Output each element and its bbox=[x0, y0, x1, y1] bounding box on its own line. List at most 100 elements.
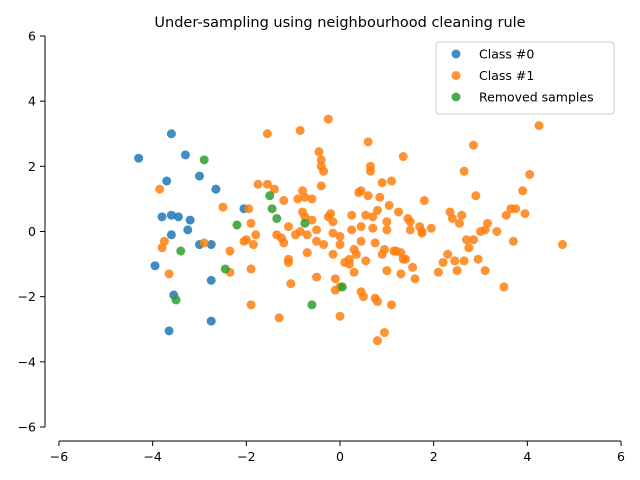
data-point bbox=[518, 186, 528, 196]
data-point bbox=[358, 292, 368, 302]
data-point bbox=[368, 212, 378, 222]
data-point bbox=[375, 192, 385, 202]
data-point bbox=[459, 256, 469, 266]
data-point bbox=[557, 240, 567, 250]
data-point bbox=[520, 209, 530, 219]
data-point bbox=[335, 311, 345, 321]
data-point bbox=[480, 266, 490, 276]
x-tick-label: 0 bbox=[336, 449, 344, 464]
data-point bbox=[246, 300, 256, 310]
data-point bbox=[319, 166, 329, 176]
data-point bbox=[525, 169, 535, 179]
data-point bbox=[356, 186, 366, 196]
data-point bbox=[443, 249, 453, 259]
data-point bbox=[365, 166, 375, 176]
data-point bbox=[468, 140, 478, 150]
data-point bbox=[384, 200, 394, 210]
data-point bbox=[206, 316, 216, 326]
data-point bbox=[450, 256, 460, 266]
data-point bbox=[328, 217, 338, 227]
y-tick-label: 0 bbox=[28, 224, 36, 239]
data-point bbox=[452, 266, 462, 276]
data-point bbox=[220, 264, 230, 274]
data-point bbox=[300, 212, 310, 222]
data-point bbox=[464, 243, 474, 253]
data-point bbox=[483, 218, 493, 228]
data-point bbox=[302, 248, 312, 258]
data-point bbox=[351, 249, 361, 259]
data-point bbox=[461, 235, 471, 245]
data-point bbox=[408, 262, 418, 272]
data-point bbox=[426, 223, 436, 233]
data-point bbox=[328, 228, 338, 238]
data-point bbox=[454, 218, 464, 228]
data-point bbox=[387, 176, 397, 186]
x-tick-label: 4 bbox=[523, 449, 531, 464]
data-point bbox=[232, 220, 242, 230]
data-point bbox=[206, 275, 216, 285]
data-point bbox=[337, 282, 347, 292]
data-point bbox=[372, 205, 382, 215]
data-point bbox=[401, 254, 411, 264]
data-point bbox=[457, 210, 467, 220]
data-point bbox=[199, 155, 209, 165]
y-tick-label: −4 bbox=[18, 354, 36, 369]
data-point bbox=[262, 179, 272, 189]
data-point bbox=[419, 196, 429, 206]
data-point bbox=[185, 215, 195, 225]
data-point bbox=[534, 121, 544, 131]
data-point bbox=[314, 147, 324, 157]
data-point bbox=[180, 150, 190, 160]
data-point bbox=[183, 225, 193, 235]
data-point bbox=[398, 152, 408, 162]
data-point bbox=[262, 129, 272, 139]
x-tick-label: 2 bbox=[430, 449, 438, 464]
data-point bbox=[295, 125, 305, 135]
data-point bbox=[349, 267, 359, 277]
data-point bbox=[157, 212, 167, 222]
data-point bbox=[246, 264, 256, 274]
data-point bbox=[244, 204, 254, 214]
data-point bbox=[241, 235, 251, 245]
data-point bbox=[379, 328, 389, 338]
data-point bbox=[155, 184, 165, 194]
data-point bbox=[279, 196, 289, 206]
data-point bbox=[164, 326, 174, 336]
data-point bbox=[361, 256, 371, 266]
data-point bbox=[166, 210, 176, 220]
data-point bbox=[330, 274, 340, 284]
data-point bbox=[265, 191, 275, 201]
data-point bbox=[363, 191, 373, 201]
y-tick-label: −6 bbox=[18, 420, 36, 435]
legend-label: Class #0 bbox=[479, 47, 534, 62]
legend-label: Removed samples bbox=[479, 90, 594, 105]
data-point bbox=[405, 217, 415, 227]
data-point bbox=[468, 235, 478, 245]
data-point bbox=[283, 257, 293, 267]
data-point bbox=[356, 236, 366, 246]
data-point bbox=[396, 269, 406, 279]
data-point bbox=[347, 225, 357, 235]
data-point bbox=[269, 184, 279, 194]
data-point bbox=[274, 313, 284, 323]
data-point bbox=[307, 194, 317, 204]
data-point bbox=[405, 225, 415, 235]
data-point bbox=[387, 300, 397, 310]
data-point bbox=[368, 223, 378, 233]
data-point bbox=[382, 225, 392, 235]
data-point bbox=[323, 114, 333, 124]
data-point bbox=[206, 240, 216, 250]
y-tick-label: −2 bbox=[18, 289, 36, 304]
data-point bbox=[382, 217, 392, 227]
data-point bbox=[134, 153, 144, 163]
data-point bbox=[501, 210, 511, 220]
axes: −6 −4 −2 0 2 4 6 −6 −4 −2 0 2 4 6 bbox=[18, 29, 625, 465]
data-points bbox=[134, 114, 567, 346]
data-point bbox=[471, 191, 481, 201]
data-point bbox=[211, 184, 221, 194]
data-point bbox=[272, 213, 282, 223]
data-point bbox=[157, 243, 167, 253]
data-point bbox=[417, 228, 427, 238]
data-point bbox=[328, 249, 338, 259]
x-tick-label: −6 bbox=[50, 449, 68, 464]
